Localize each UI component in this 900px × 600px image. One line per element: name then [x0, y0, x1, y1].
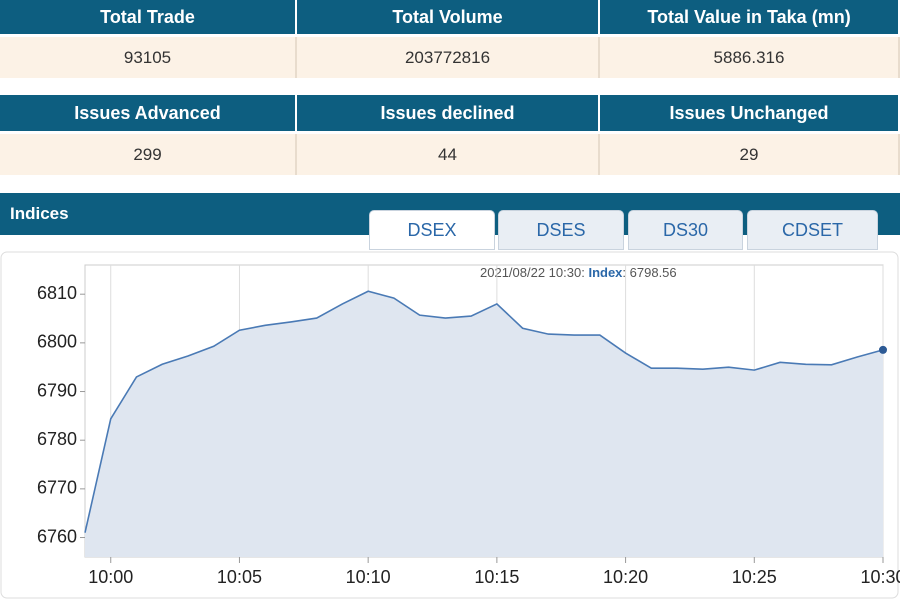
header-cell: Total Trade	[0, 0, 297, 34]
indices-title: Indices	[10, 204, 69, 223]
tab[interactable]: DSEX	[369, 210, 495, 250]
x-tick-label: 10:15	[474, 567, 519, 587]
x-tick-label: 10:05	[217, 567, 262, 587]
y-tick-label: 6760	[37, 526, 77, 546]
x-tick-label: 10:00	[88, 567, 133, 587]
x-tick-label: 10:25	[732, 567, 777, 587]
header-cell: Total Volume	[297, 0, 600, 34]
y-tick-label: 6790	[37, 380, 77, 400]
y-tick-label: 6800	[37, 332, 77, 352]
line	[84, 290, 884, 533]
y-tick-label: 6770	[37, 478, 77, 498]
tab[interactable]: DSES	[498, 210, 624, 250]
cell: 5886.316	[600, 37, 900, 78]
tooltip-value: : 6798.56	[622, 265, 676, 280]
tooltip: 2021/08/22 10:30: Index: 6798.56	[480, 265, 677, 280]
x-tick-label: 10:30	[860, 567, 900, 587]
x-tick-label: 10:20	[603, 567, 648, 587]
cell: 29	[600, 134, 900, 175]
cell: 203772816	[297, 37, 600, 78]
tooltip-label: Index	[588, 265, 623, 280]
issues-header: Issues Advanced Issues declined Issues U…	[0, 95, 900, 131]
issues-row: 299 44 29	[0, 134, 900, 175]
y-tick-label: 6780	[37, 429, 77, 449]
y-tick-label: 6810	[37, 283, 77, 303]
tab[interactable]: DS30	[628, 210, 743, 250]
cell: 93105	[0, 37, 297, 78]
cell: 299	[0, 134, 297, 175]
header-cell: Issues Advanced	[0, 95, 297, 131]
header-cell: Total Value in Taka (mn)	[600, 0, 900, 34]
tooltip-time: 2021/08/22 10:30:	[480, 265, 585, 280]
point	[879, 345, 887, 354]
summary-row: 93105 203772816 5886.316	[0, 37, 900, 78]
x-tick-label: 10:10	[346, 567, 391, 587]
summary-header: Total Trade Total Volume Total Value in …	[0, 0, 900, 34]
header-cell: Issues Unchanged	[600, 95, 900, 131]
header-cell: Issues declined	[297, 95, 600, 131]
tab[interactable]: CDSET	[747, 210, 878, 250]
area	[85, 291, 883, 557]
cell: 44	[297, 134, 600, 175]
